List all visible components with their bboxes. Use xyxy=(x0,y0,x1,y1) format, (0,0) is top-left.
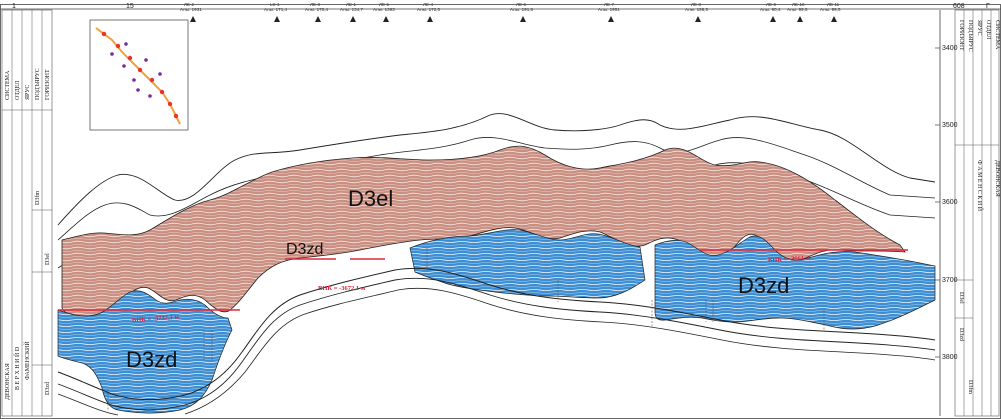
svg-text:ЛЕ-5: ЛЕ-5 xyxy=(379,2,389,7)
base-line-1 xyxy=(57,267,936,401)
well-marker: ЛЕ-8 Альт. 198,5 xyxy=(685,2,708,22)
right-header-section: ОТДЕЛ xyxy=(985,20,991,39)
top-surface-line xyxy=(57,113,936,226)
depth-tick-3400: 3400 xyxy=(942,45,958,52)
right-header-horizon: ГОРИЗОНТ xyxy=(958,20,964,51)
d3zd-water-left xyxy=(57,290,233,414)
well-marker: ЛЕ-11 Альт. 99,5 xyxy=(820,2,841,22)
svg-text:Альт. 198,5: Альт. 198,5 xyxy=(685,7,708,12)
label-d3zd-right: D3zd xyxy=(738,273,789,298)
well-marker: LS-1 Альт. 171,4 xyxy=(264,2,287,22)
svg-text:Альт. 1393: Альт. 1393 xyxy=(373,7,395,12)
location-inset-map xyxy=(89,19,189,131)
left-header-substage: ПОДЪЯРУС xyxy=(35,68,41,100)
svg-text:Альт. 99,5: Альт. 99,5 xyxy=(820,7,841,12)
base-line-3 xyxy=(57,287,936,416)
label-d3zd-left: D3zd xyxy=(126,347,177,372)
label-vnk-mid: ВНК = -3672,1 м xyxy=(318,285,366,292)
svg-text:Альт. 172,5: Альт. 172,5 xyxy=(417,7,440,12)
well-marker: ЛЕ-3 Альт. 170,4 xyxy=(305,2,328,22)
svg-text:ЛЕ-9: ЛЕ-9 xyxy=(766,2,776,7)
depth-tick-3700: 3700 xyxy=(942,277,958,284)
left-header-stage: ЯРУС xyxy=(25,85,31,100)
left-strat-column: СИСТЕМА ОТДЕЛ ЯРУС ПОДЪЯРУС ГОРИЗОНТ ДЕВ… xyxy=(1,9,53,417)
well-marker: 15 xyxy=(126,3,134,10)
base-line-2 xyxy=(57,277,936,411)
right-header-system: СИСТЕМА xyxy=(994,20,1000,50)
svg-text:Альт. 191,8: Альт. 191,8 xyxy=(510,7,533,12)
left-stage-name: ФАМЕНСКИЙ xyxy=(23,341,31,380)
right-system-name: ДЕВОНСКАЯ xyxy=(994,160,1000,197)
svg-text:ЛЕ-10: ЛЕ-10 xyxy=(792,2,805,7)
left-header-section: ОТДЕЛ xyxy=(15,81,21,100)
right-stage-d3fm: D3fm xyxy=(967,380,974,394)
corner-right-letter: Г xyxy=(986,3,990,10)
svg-text:ЛЕ-6: ЛЕ-6 xyxy=(516,2,526,7)
svg-text:Альт. 170,4: Альт. 170,4 xyxy=(305,7,328,12)
left-stage-d3zd: D3zd xyxy=(45,382,51,395)
label-vnk-right: ВНК = -3661 м xyxy=(768,255,811,264)
well-marker: ЛЕ-5 Альт. 1393 xyxy=(373,2,395,22)
well-headers: 15 ЛЕ-2 Альт. 1931 LS-1 Альт. 171,4 ЛЕ-3… xyxy=(126,2,841,22)
left-header-horizon: ГОРИЗОНТ xyxy=(45,69,51,100)
well-marker: ЛЕ-2 Альт. 1931 xyxy=(180,2,202,22)
label-d3zd-mid: D3zd xyxy=(286,241,323,258)
well-bores xyxy=(107,248,825,410)
svg-text:ЛЕ-3: ЛЕ-3 xyxy=(310,2,320,7)
label-vnk-left: ВНК = -3737,1 м xyxy=(132,314,180,324)
left-header-system: СИСТЕМА xyxy=(5,70,11,100)
right-stage-d3el: D3el xyxy=(958,292,964,304)
svg-text:ЛЕ-8: ЛЕ-8 xyxy=(691,2,701,7)
label-d3el: D3el xyxy=(348,186,393,211)
svg-text:ЛЕ-1: ЛЕ-1 xyxy=(346,2,356,7)
right-header-substage: ПОДЪЯРУС xyxy=(967,20,973,52)
svg-text:Альт. 99,5: Альт. 99,5 xyxy=(787,7,808,12)
well-marker: ЛЕ-6 Альт. 191,8 xyxy=(510,2,533,22)
well-marker: ЛЕ-1 Альт. 134,7 xyxy=(340,2,363,22)
well-marker: ЛЕ-9 Альт. 90,4 xyxy=(760,2,781,22)
well-marker: ЛЕ-7 Альт. 1951 xyxy=(598,2,620,22)
well-marker: ЛЕ-4 Альт. 172,5 xyxy=(417,2,440,22)
depth-tick-3500: 3500 xyxy=(942,122,958,129)
svg-text:Альт. 134,7: Альт. 134,7 xyxy=(340,7,363,12)
svg-text:ЛЕ-2: ЛЕ-2 xyxy=(184,2,194,7)
depth-scale: 3400 3500 3600 3700 3800 xyxy=(935,10,958,416)
depth-tick-3800: 3800 xyxy=(942,354,958,361)
left-section-name: В Е Р Х Н И Й D xyxy=(13,346,21,390)
right-section-name: Ф А М Е Н С К И Й xyxy=(976,160,984,212)
svg-text:Альт. 90,4: Альт. 90,4 xyxy=(760,7,781,12)
svg-text:LS-1: LS-1 xyxy=(270,2,280,7)
left-stage-d3el: D3el xyxy=(45,253,51,265)
svg-text:Альт. 171,4: Альт. 171,4 xyxy=(264,7,287,12)
corner-left-index: 1 xyxy=(12,3,16,10)
svg-text:ЛЕ-4: ЛЕ-4 xyxy=(423,2,433,7)
svg-text:ЛЕ-11: ЛЕ-11 xyxy=(827,2,840,7)
svg-text:Альт. 1931: Альт. 1931 xyxy=(180,7,202,12)
well-marker: ЛЕ-10 Альт. 99,5 xyxy=(787,2,808,22)
svg-text:ЛЕ-7: ЛЕ-7 xyxy=(604,2,614,7)
right-header-stage: ЯРУС xyxy=(976,20,982,35)
svg-text:Альт. 1951: Альт. 1951 xyxy=(598,7,620,12)
depth-tick-3600: 3600 xyxy=(942,199,958,206)
d3zd-water-mid xyxy=(409,229,646,299)
corner-right-index: 608 xyxy=(953,3,965,10)
left-stage-d3fm: D3fm xyxy=(34,191,41,205)
right-stage-d3zd: D3zd xyxy=(958,328,964,341)
svg-text:15: 15 xyxy=(126,3,134,10)
right-strat-column: СИСТЕМА ОТДЕЛ ЯРУС ПОДЪЯРУС ГОРИЗОНТ ДЕВ… xyxy=(954,9,1000,417)
left-system-name: ДЕВОНСКАЯ xyxy=(5,363,11,400)
upper-surface-line xyxy=(57,137,936,241)
